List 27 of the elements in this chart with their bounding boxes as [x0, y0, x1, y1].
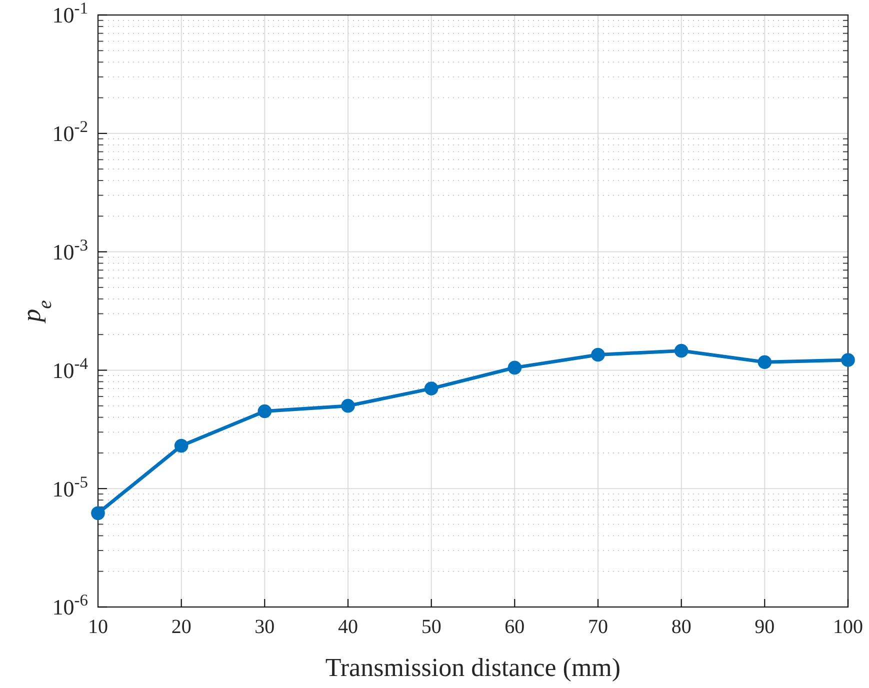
point — [341, 398, 355, 413]
x-tick-label: 80 — [671, 616, 692, 638]
point — [758, 355, 772, 370]
x-tick-label: 100 — [833, 616, 863, 638]
point — [841, 353, 855, 367]
point — [508, 360, 522, 375]
point — [674, 344, 688, 358]
x-tick-label: 10 — [88, 616, 108, 638]
y-tick-label: 10$^{-1}$ — [52, 0, 88, 28]
x-tick-label: 30 — [254, 616, 275, 638]
y-tick-label: 10$^{-6}$ — [52, 590, 88, 620]
x-axis-title: Transmission distance (mm) — [325, 653, 621, 682]
x-tick-label: 20 — [171, 616, 192, 638]
point — [591, 348, 605, 362]
y-tick-label: 10$^{-2}$ — [52, 116, 88, 146]
x-tick-label: 70 — [588, 616, 608, 638]
point — [424, 382, 438, 396]
x-tick-label: 50 — [421, 616, 442, 638]
y-tick-label: 10$^{-4}$ — [52, 353, 88, 383]
point — [91, 506, 105, 520]
x-tick-label: 90 — [754, 616, 775, 638]
point — [258, 404, 272, 418]
x-tick-label: 40 — [338, 616, 358, 638]
y-tick-label: 10$^{-3}$ — [52, 235, 88, 264]
x-tick-label: 60 — [504, 616, 525, 638]
point — [174, 438, 188, 453]
y-tick-label: 10$^{-5}$ — [52, 472, 88, 502]
